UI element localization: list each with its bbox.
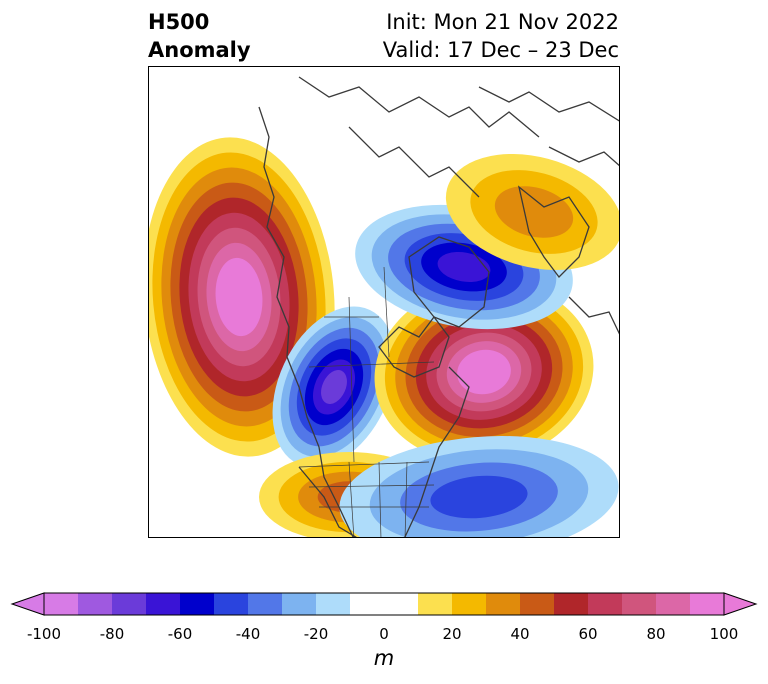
anomaly-contours (149, 137, 619, 537)
colorbar-tick-label: 80 (646, 625, 666, 643)
colorbar-bin-0 (44, 593, 79, 615)
colorbar-bin-3 (146, 593, 181, 615)
contour-trough-western-canada-7 (321, 370, 347, 404)
anomaly-map (149, 76, 619, 537)
colorbar-tick-label: 40 (510, 625, 530, 643)
colorbar-bin-14 (520, 593, 555, 615)
colorbar-bin-16 (588, 593, 623, 615)
colorbar-bin-10 (384, 593, 419, 615)
contour-ridge-siberia-3 (494, 186, 574, 238)
colorbar-tick-label: 100 (709, 625, 739, 643)
colorbar-bin-15 (554, 593, 589, 615)
colorbar-tick-label: 60 (578, 625, 598, 643)
colorbar-bin-2 (112, 593, 147, 615)
contour-trough-northern-russia-6 (437, 251, 491, 283)
colorbar-tick-label: -20 (303, 625, 329, 643)
colorbar-bin-11 (418, 593, 453, 615)
colorbar-units-label: m (373, 646, 395, 670)
contour-trough-north-atlantic-4 (430, 475, 528, 519)
colorbar-bin-18 (656, 593, 691, 615)
title-valid-range: Valid: 17 Dec – 23 Dec (382, 38, 619, 62)
colorbar-bin-7 (282, 593, 317, 615)
title-init-date: Init: Mon 21 Nov 2022 (386, 10, 619, 34)
colorbar-bin-5 (214, 593, 249, 615)
colorbar-extend-min (10, 592, 45, 616)
colorbar-bin-6 (248, 593, 283, 615)
colorbar-tick-label: 0 (379, 625, 389, 643)
colorbar (10, 590, 758, 626)
colorbar-tick-label: -40 (235, 625, 261, 643)
colorbar-bin-9 (350, 593, 385, 615)
colorbar-bin-19 (690, 593, 725, 615)
colorbar-bin-4 (180, 593, 215, 615)
chart-title-right: Init: Mon 21 Nov 2022 Valid: 17 Dec – 23… (383, 8, 619, 64)
colorbar-tick-label: -100 (26, 625, 62, 643)
colorbar-bin-12 (452, 593, 487, 615)
colorbar-tick-label: 20 (442, 625, 462, 643)
colorbar-bin-13 (486, 593, 521, 615)
colorbar-bin-17 (622, 593, 657, 615)
colorbar-tick-label: -80 (99, 625, 125, 643)
colorbar-bin-8 (316, 593, 351, 615)
title-field: Anomaly (148, 38, 251, 62)
colorbar-tick-label: -60 (167, 625, 193, 643)
colorbar-outline (43, 592, 725, 616)
colorbar-bin-1 (78, 593, 113, 615)
colorbar-scale (10, 592, 758, 616)
colorbar-extend-max (723, 592, 758, 616)
map-land-outlines (258, 76, 619, 537)
title-variable: H500 (148, 10, 210, 34)
contour-ridge-west-pacific-10 (224, 272, 254, 322)
contour-ridge-hudson-bay-greenland-10 (467, 358, 501, 386)
map-panel (148, 66, 620, 538)
chart-title-left: H500 Anomaly (148, 8, 251, 64)
